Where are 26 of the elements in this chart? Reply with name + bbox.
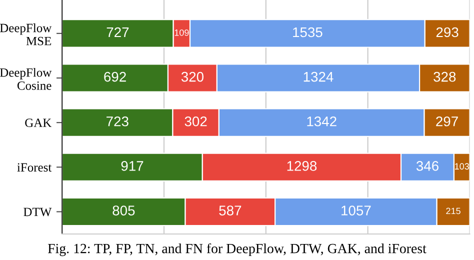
y-tick-label: DeepFlow MSE xyxy=(0,23,52,46)
data-label: 320 xyxy=(181,72,204,82)
data-label: 293 xyxy=(436,27,458,38)
data-label: 917 xyxy=(121,161,144,171)
data-label: 692 xyxy=(104,72,126,82)
data-label: 805 xyxy=(112,206,135,216)
data-label: 297 xyxy=(436,116,458,126)
data-label: 215 xyxy=(446,208,460,214)
data-label: 109 xyxy=(174,29,189,36)
data-label: 346 xyxy=(416,161,438,171)
data-label: 103 xyxy=(455,163,469,170)
data-label: 1298 xyxy=(287,161,317,171)
data-label: 1324 xyxy=(304,72,334,82)
data-label: 1342 xyxy=(307,116,336,126)
data-label: 723 xyxy=(106,116,128,126)
data-label: 1535 xyxy=(293,27,322,38)
caption: Fig. 12: TP, FP, TN, and FN for DeepFlow, DTW, GAK, and iForest xyxy=(48,243,426,256)
y-tick-label: GAK xyxy=(25,118,52,128)
data-label: 727 xyxy=(106,27,129,38)
data-label: 328 xyxy=(434,72,456,82)
data-label: 1057 xyxy=(342,206,371,216)
data-label: 302 xyxy=(184,116,207,126)
y-tick-label: iForest xyxy=(17,163,52,172)
y-tick-label: DTW xyxy=(24,208,52,216)
data-label: 587 xyxy=(219,206,242,216)
y-tick-label: DeepFlow Cosine xyxy=(0,68,52,90)
